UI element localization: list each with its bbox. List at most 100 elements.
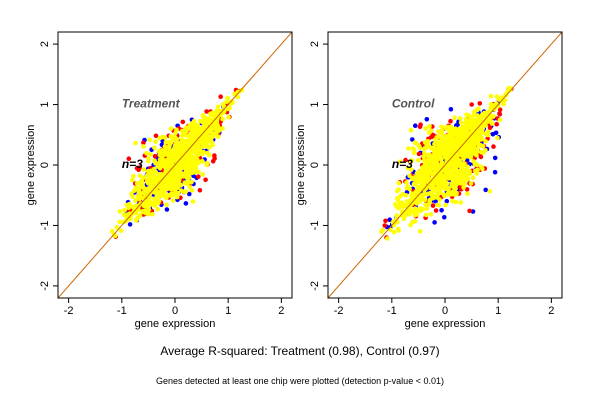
data-point xyxy=(193,126,198,131)
data-point xyxy=(433,161,439,166)
data-point xyxy=(454,167,459,173)
data-point xyxy=(448,171,453,177)
data-point xyxy=(422,184,428,189)
data-point xyxy=(182,129,188,134)
data-point xyxy=(164,145,169,151)
data-point xyxy=(413,200,419,205)
data-point xyxy=(131,173,136,179)
data-point xyxy=(150,170,156,175)
data-point xyxy=(429,184,435,190)
average-r-squared-caption: Average R-squared: Treatment (0.98), Con… xyxy=(160,344,440,358)
data-point xyxy=(134,215,140,221)
data-point xyxy=(401,216,407,222)
data-point xyxy=(437,197,443,202)
data-point xyxy=(483,139,488,144)
data-point xyxy=(182,138,188,144)
data-point xyxy=(439,208,444,213)
data-point xyxy=(495,135,500,141)
data-point xyxy=(183,201,189,206)
data-point xyxy=(489,121,495,126)
x-axis-title: gene expression xyxy=(405,318,486,330)
data-point xyxy=(414,176,420,181)
figure: -2 -1 0 1 2 -2 -1 0 1 2 gene expression gene expres… xyxy=(25,31,563,330)
data-point xyxy=(189,188,195,193)
data-point xyxy=(391,230,397,235)
data-point xyxy=(156,164,161,169)
data-point xyxy=(185,126,191,131)
data-point xyxy=(138,193,143,199)
data-point xyxy=(152,158,157,164)
data-point xyxy=(478,126,484,131)
data-point xyxy=(453,143,459,148)
data-point xyxy=(145,168,151,174)
data-point xyxy=(471,159,477,165)
data-point xyxy=(144,150,149,156)
data-point xyxy=(168,181,173,187)
data-point xyxy=(168,140,174,146)
data-point xyxy=(418,206,424,211)
data-point xyxy=(200,158,205,164)
data-point xyxy=(473,168,478,174)
data-point xyxy=(163,139,169,145)
data-point xyxy=(488,93,494,99)
data-point xyxy=(460,136,466,141)
x-tick-label: 1 xyxy=(495,305,501,317)
data-point xyxy=(477,101,483,106)
data-point xyxy=(494,94,500,99)
data-point xyxy=(167,157,172,162)
data-point xyxy=(476,137,482,143)
data-point xyxy=(444,198,450,204)
data-point xyxy=(183,148,189,154)
data-point xyxy=(398,159,403,164)
data-point xyxy=(427,197,433,202)
data-point xyxy=(449,167,454,172)
data-point xyxy=(176,175,182,181)
data-point xyxy=(145,180,151,185)
data-point xyxy=(126,156,132,161)
data-point xyxy=(484,110,490,115)
data-point xyxy=(394,213,400,218)
data-point xyxy=(117,209,123,214)
data-point xyxy=(133,203,139,209)
data-point xyxy=(403,193,409,198)
y-tick-label: -1 xyxy=(309,221,321,231)
data-point xyxy=(159,159,164,164)
data-point xyxy=(194,156,200,162)
data-point xyxy=(470,209,476,214)
data-point xyxy=(146,158,151,164)
data-point xyxy=(462,170,467,175)
data-point xyxy=(452,179,457,185)
data-point xyxy=(443,153,449,158)
data-point xyxy=(425,191,431,197)
data-point xyxy=(196,169,201,175)
data-point xyxy=(224,99,229,104)
data-point xyxy=(186,160,191,165)
data-point xyxy=(423,212,429,218)
data-point xyxy=(200,172,205,177)
data-point xyxy=(436,180,442,186)
data-point xyxy=(416,151,422,157)
data-point xyxy=(427,166,432,172)
x-tick-label: -2 xyxy=(64,305,74,317)
data-point xyxy=(403,157,408,163)
data-point xyxy=(153,139,158,144)
data-point xyxy=(482,122,488,128)
data-point xyxy=(441,192,447,197)
scatter-panel-treatment: -2 -1 0 1 2 -2 -1 0 1 2 gene expression gene expres… xyxy=(25,31,293,330)
data-point xyxy=(415,185,421,190)
data-point xyxy=(121,219,126,225)
data-point xyxy=(415,158,421,163)
x-tick-label: -1 xyxy=(117,305,127,317)
data-point xyxy=(146,196,152,201)
x-axis-title: gene expression xyxy=(135,318,216,330)
y-tick-label: 2 xyxy=(309,41,321,47)
data-point xyxy=(186,172,192,178)
data-point xyxy=(436,134,442,139)
data-point xyxy=(423,126,428,131)
data-point xyxy=(395,196,400,201)
data-point xyxy=(424,206,430,211)
data-point xyxy=(204,119,210,125)
data-point xyxy=(454,155,460,161)
data-point xyxy=(130,204,135,210)
data-point xyxy=(457,163,463,169)
